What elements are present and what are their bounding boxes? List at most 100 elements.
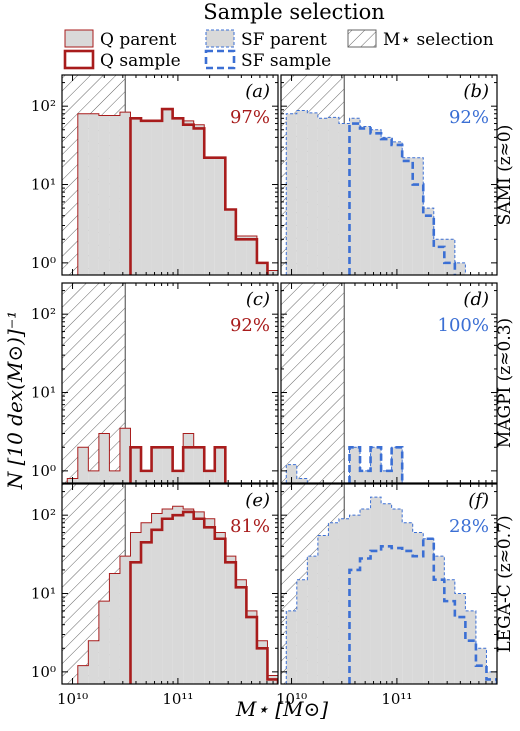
panel-frame (61, 483, 279, 685)
y-tick-label: 10⁰ (31, 254, 56, 272)
x-tick-label: 10¹¹ (381, 690, 412, 708)
panel-a: 10⁰ 10¹ 10² (a) 97% (31, 74, 279, 276)
y-tick-label: 10⁰ (31, 462, 56, 480)
mass-selection-region (281, 283, 345, 483)
parent-bar (381, 137, 392, 275)
parent-bar (77, 447, 89, 483)
parent-bar (235, 579, 247, 684)
parent-bar (162, 447, 173, 483)
parent-bar (433, 556, 445, 684)
parent-bar (141, 120, 152, 275)
parent-bar (151, 513, 163, 684)
parent-bar (193, 511, 205, 684)
legend-item-mass-selection: M⋆ selection (347, 29, 494, 50)
parent-bar (391, 447, 403, 483)
parent-bar (109, 115, 120, 275)
panel-c: 10⁰ 10¹ 10² (c) 92% (31, 282, 279, 484)
panel-frame (61, 74, 279, 276)
parent-bar (454, 262, 466, 275)
parent-bar (193, 447, 205, 483)
parent-bar (172, 118, 184, 275)
parent-bar (338, 123, 350, 275)
parent-bar (119, 556, 131, 684)
parent-bar (402, 522, 413, 684)
x-tick-label: 10¹⁰ (276, 690, 307, 708)
legend-swatch-q-sample (63, 49, 95, 70)
legend-label-q-sample: Q sample (100, 51, 181, 71)
panel-f: 10¹⁰ 10¹¹ (f) 28% (276, 483, 498, 708)
parent-bar (296, 478, 308, 483)
parent-bar (402, 157, 413, 275)
parent-bar (119, 428, 131, 483)
parent-bar (183, 433, 194, 483)
parent-bar (338, 518, 350, 684)
legend-swatch-hatch (347, 29, 377, 48)
parent-bar (235, 236, 247, 275)
sample-fraction-percent: 92% (230, 315, 270, 336)
panel-plot-area (281, 283, 404, 483)
parent-bar (246, 610, 257, 684)
panel-tag: (a) (245, 81, 270, 102)
parent-bar (88, 113, 99, 275)
y-tick-label: 10¹ (31, 585, 56, 603)
parent-bar (214, 532, 226, 684)
parent-bar (162, 109, 173, 275)
parent-bar (214, 447, 226, 483)
x-tick-label: 10¹¹ (162, 690, 193, 708)
panel-tag: (d) (463, 289, 489, 310)
parent-bar (317, 118, 329, 275)
parent-bar (88, 640, 99, 684)
panel-b: (b) 92% (280, 74, 498, 276)
row-label: LEGA-C (z≈0.7) (495, 515, 515, 652)
y-tick-label: 10² (31, 506, 56, 524)
parent-bar (204, 470, 215, 483)
parent-bar (204, 518, 215, 684)
parent-bar (454, 593, 466, 684)
parent-bar (328, 522, 339, 684)
sample-step-line (348, 445, 404, 483)
parent-bar (109, 470, 120, 483)
x-tick-label: 10¹⁰ (57, 690, 88, 708)
panel-plot-area (62, 75, 278, 275)
parent-outline (285, 496, 497, 684)
panels-grid: 10⁰ 10¹ 10² (a) 97% (b) 92% 10⁰ 10¹ 10² (c) 92% (d) 1… (31, 74, 515, 708)
sample-fraction-percent: 92% (449, 107, 489, 128)
parent-bar (423, 538, 434, 684)
parent-bar (391, 508, 403, 684)
sample-step-line (348, 537, 497, 684)
legend-item-sf-sample: SF sample (204, 49, 331, 71)
legend-label-mass-selection: M⋆ selection (383, 30, 494, 50)
parent-bar (98, 433, 110, 483)
parent-bar (286, 464, 297, 483)
panel-frame (280, 282, 498, 484)
parent-bar (360, 508, 371, 684)
panel-d: (d) 100% (280, 282, 498, 484)
parent-bar (317, 535, 329, 684)
y-axis-label: N [10 dex(M⊙)]⁻¹ (3, 311, 27, 491)
parent-bar (246, 236, 257, 275)
panel-plot-area (62, 484, 278, 684)
legend-swatch-sf-sample (204, 49, 236, 70)
parent-bar (98, 115, 110, 275)
parent-bar (360, 470, 371, 483)
parent-bar (151, 447, 163, 483)
panel-frame (61, 282, 279, 484)
x-axis-label: M⋆ [M⊙] (235, 697, 328, 721)
parent-bar (214, 157, 226, 275)
parent-bar (256, 640, 268, 684)
parent-bar (412, 532, 424, 684)
y-tick-label: 10⁰ (31, 663, 56, 681)
panel-plot-area (281, 75, 466, 275)
parent-bar (204, 157, 215, 275)
parent-bar (370, 447, 382, 483)
parent-bar (98, 601, 110, 684)
parent-bar (433, 239, 445, 275)
legend-swatch-sf-parent (205, 29, 235, 48)
parent-bar (423, 208, 434, 275)
parent-bar (119, 112, 131, 275)
parent-bar (465, 610, 476, 684)
parent-bar (370, 129, 382, 275)
parent-bar (444, 579, 455, 684)
legend-label-q-parent: Q parent (100, 30, 176, 50)
